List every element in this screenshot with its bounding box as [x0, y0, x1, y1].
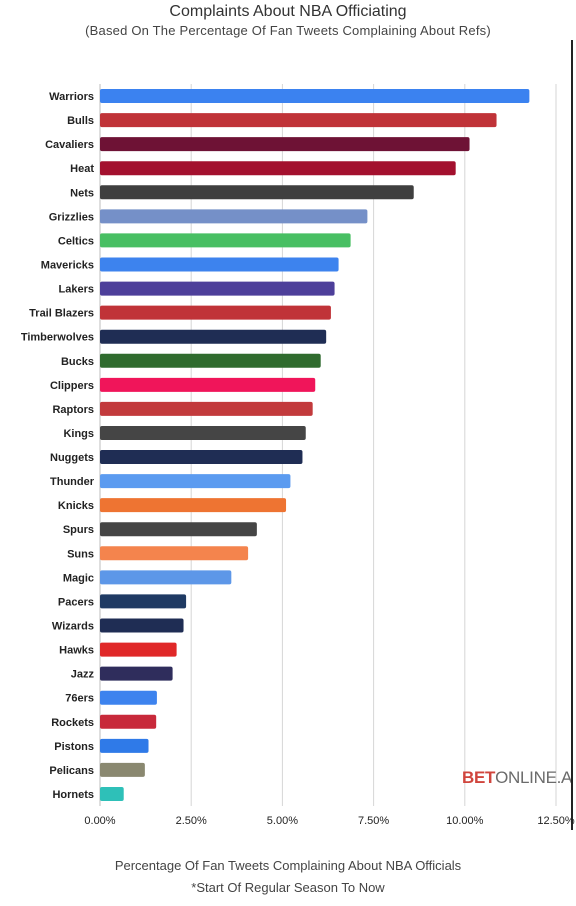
category-label: Grizzlies: [49, 211, 94, 223]
category-label: Raptors: [52, 404, 94, 416]
watermark-bet: BET: [462, 768, 496, 787]
watermark-online: ONLINE.A: [495, 768, 573, 787]
bar: [100, 281, 335, 296]
category-label: Magic: [63, 572, 94, 584]
bar: [100, 137, 470, 152]
bar: [100, 377, 316, 392]
category-label: 76ers: [65, 693, 94, 705]
bar: [100, 401, 313, 416]
bar: [100, 498, 287, 513]
x-tick-label: 5.00%: [267, 815, 298, 827]
category-label: Bucks: [61, 356, 94, 368]
category-label: Cavaliers: [45, 139, 94, 151]
bar: [100, 618, 184, 633]
bar: [100, 546, 249, 561]
bar: [100, 642, 177, 657]
category-label: Hornets: [52, 789, 94, 801]
bar: [100, 762, 145, 777]
category-label: Clippers: [50, 380, 94, 392]
category-label: Pelicans: [49, 765, 94, 777]
category-label: Thunder: [50, 476, 95, 488]
category-label: Bulls: [67, 115, 94, 127]
bar: [100, 185, 414, 200]
category-label: Jazz: [71, 669, 95, 681]
chart-footnote: *Start Of Regular Season To Now: [191, 880, 385, 895]
bar: [100, 161, 456, 176]
category-label: Heat: [70, 163, 94, 175]
bar: [100, 353, 321, 368]
category-label: Celtics: [58, 235, 94, 247]
x-axis-label: Percentage Of Fan Tweets Complaining Abo…: [114, 858, 462, 873]
bar: [100, 89, 530, 104]
bar: [100, 738, 149, 753]
x-tick-label: 7.50%: [358, 815, 389, 827]
bar: [100, 305, 331, 320]
category-label: Rockets: [51, 717, 94, 729]
x-tick-label: 2.50%: [176, 815, 207, 827]
betonline-watermark: BETONLINE.A: [462, 768, 572, 788]
bar: [100, 714, 157, 729]
category-label: Hawks: [59, 645, 94, 657]
bar: [100, 690, 157, 705]
x-tick-label: 12.50%: [537, 815, 575, 827]
bar: [100, 233, 351, 248]
category-label: Mavericks: [41, 260, 94, 272]
bar: [100, 594, 187, 609]
bar: [100, 666, 173, 681]
bar: [100, 257, 339, 272]
right-edge-line: [571, 40, 573, 830]
x-tick-label: 10.00%: [446, 815, 484, 827]
category-label: Kings: [63, 428, 94, 440]
category-label: Pacers: [58, 596, 94, 608]
x-tick-label: 0.00%: [84, 815, 115, 827]
category-label: Lakers: [59, 284, 94, 296]
chart-title: Complaints About NBA Officiating: [169, 3, 407, 20]
category-label: Pistons: [54, 741, 94, 753]
bar: [100, 425, 306, 440]
category-label: Suns: [67, 548, 94, 560]
bar: [100, 786, 124, 801]
bar: [100, 522, 257, 537]
bar: [100, 570, 232, 585]
category-label: Wizards: [52, 621, 94, 633]
category-label: Warriors: [49, 91, 94, 103]
bar: [100, 113, 497, 128]
chart-subtitle: (Based On The Percentage Of Fan Tweets C…: [85, 23, 491, 38]
bar: [100, 209, 368, 224]
bar: [100, 474, 291, 489]
category-label: Nuggets: [50, 452, 94, 464]
category-label: Spurs: [63, 524, 94, 536]
category-label: Knicks: [58, 500, 94, 512]
bar: [100, 450, 303, 465]
category-label: Nets: [70, 187, 94, 199]
category-label: Timberwolves: [21, 332, 94, 344]
bar: [100, 329, 327, 344]
category-label: Trail Blazers: [29, 308, 94, 320]
